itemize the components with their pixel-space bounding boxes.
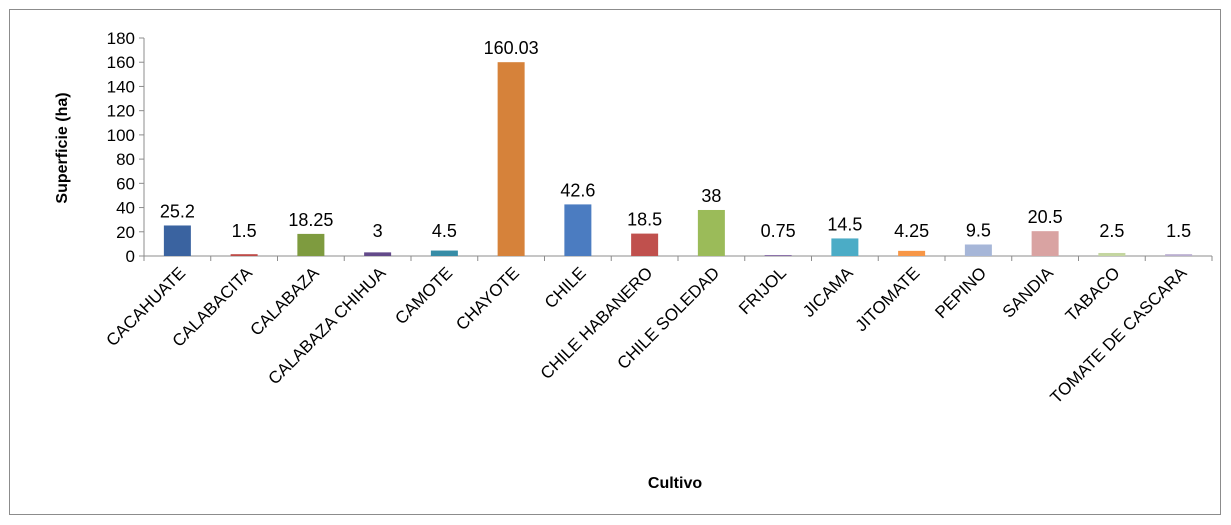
x-tick-label: CHILE HABANERO [537, 263, 657, 383]
data-label: 42.6 [560, 180, 595, 200]
data-labels: 25.2 1.5 18.25 3 4.5 160.03 42.6 18.5 38 0.75 14.5… [160, 38, 1191, 241]
bar-chayote [497, 62, 525, 257]
x-tick-label: JICAMA [799, 263, 857, 321]
bar-calabaza-chihua [364, 252, 392, 256]
y-tick-label: 20 [116, 223, 135, 242]
data-label: 0.75 [761, 221, 796, 241]
data-label: 14.5 [827, 214, 862, 234]
y-tick-label: 180 [107, 29, 135, 48]
bar-frijol [764, 255, 792, 256]
y-tick-label: 100 [107, 126, 135, 145]
x-tick-label: TOMATE DE CASCARA [1047, 263, 1191, 407]
y-tick-label: 160 [107, 53, 135, 72]
y-tick-label: 120 [107, 102, 135, 121]
x-tick-label: TABACO [1062, 263, 1124, 325]
data-label: 1.5 [1166, 221, 1191, 241]
bar-jicama [831, 238, 859, 256]
x-tick-label: CALABAZA CHIHUA [264, 263, 389, 388]
bar-chile-soledad [697, 209, 725, 256]
x-tick-label: JITOMATE [852, 263, 924, 335]
bars [163, 62, 1193, 257]
y-tick-label: 60 [116, 174, 135, 193]
data-label: 4.25 [894, 221, 929, 241]
x-tick-label: FRIJOL [735, 263, 790, 318]
data-label: 9.5 [966, 220, 991, 240]
data-label: 18.5 [627, 210, 662, 230]
bar-sandia [1031, 231, 1059, 256]
x-tick-label: CHAYOTE [452, 263, 523, 334]
data-label: 2.5 [1099, 221, 1124, 241]
data-label: 25.2 [160, 201, 195, 221]
bar-tomate-de-cascara [1165, 254, 1193, 256]
data-label: 1.5 [232, 221, 257, 241]
data-label: 4.5 [432, 221, 457, 241]
data-label: 160.03 [484, 38, 539, 58]
bar-chile [564, 204, 592, 256]
bar-chile-habanero [631, 233, 659, 256]
bar-pepino [964, 244, 992, 256]
y-axis: 0 20 40 60 80 100 120 140 160 180 [107, 29, 145, 266]
y-tick-label: 80 [116, 150, 135, 169]
x-tick-label: CHILE [541, 263, 590, 312]
bar-tabaco [1098, 252, 1126, 256]
y-axis-title: Superficie (ha) [54, 92, 71, 203]
y-tick-label: 140 [107, 77, 135, 96]
x-tick-label: PEPINO [931, 263, 990, 322]
data-label: 20.5 [1028, 207, 1063, 227]
data-label: 18.25 [288, 210, 333, 230]
bar-calabacita [230, 254, 258, 256]
data-label: 3 [373, 221, 383, 241]
x-axis-title: Cultivo [648, 475, 702, 492]
bar-camote [430, 250, 458, 256]
y-tick-label: 0 [126, 247, 135, 266]
x-tick-label: CAMOTE [391, 263, 456, 328]
bar-calabaza [297, 233, 325, 256]
x-tick-label: SANDIA [999, 263, 1058, 322]
bar-jitomate [898, 250, 926, 256]
bar-cacahuate [163, 225, 191, 256]
data-label: 38 [701, 186, 721, 206]
y-tick-label: 40 [116, 199, 135, 218]
chart-area [9, 9, 1221, 515]
